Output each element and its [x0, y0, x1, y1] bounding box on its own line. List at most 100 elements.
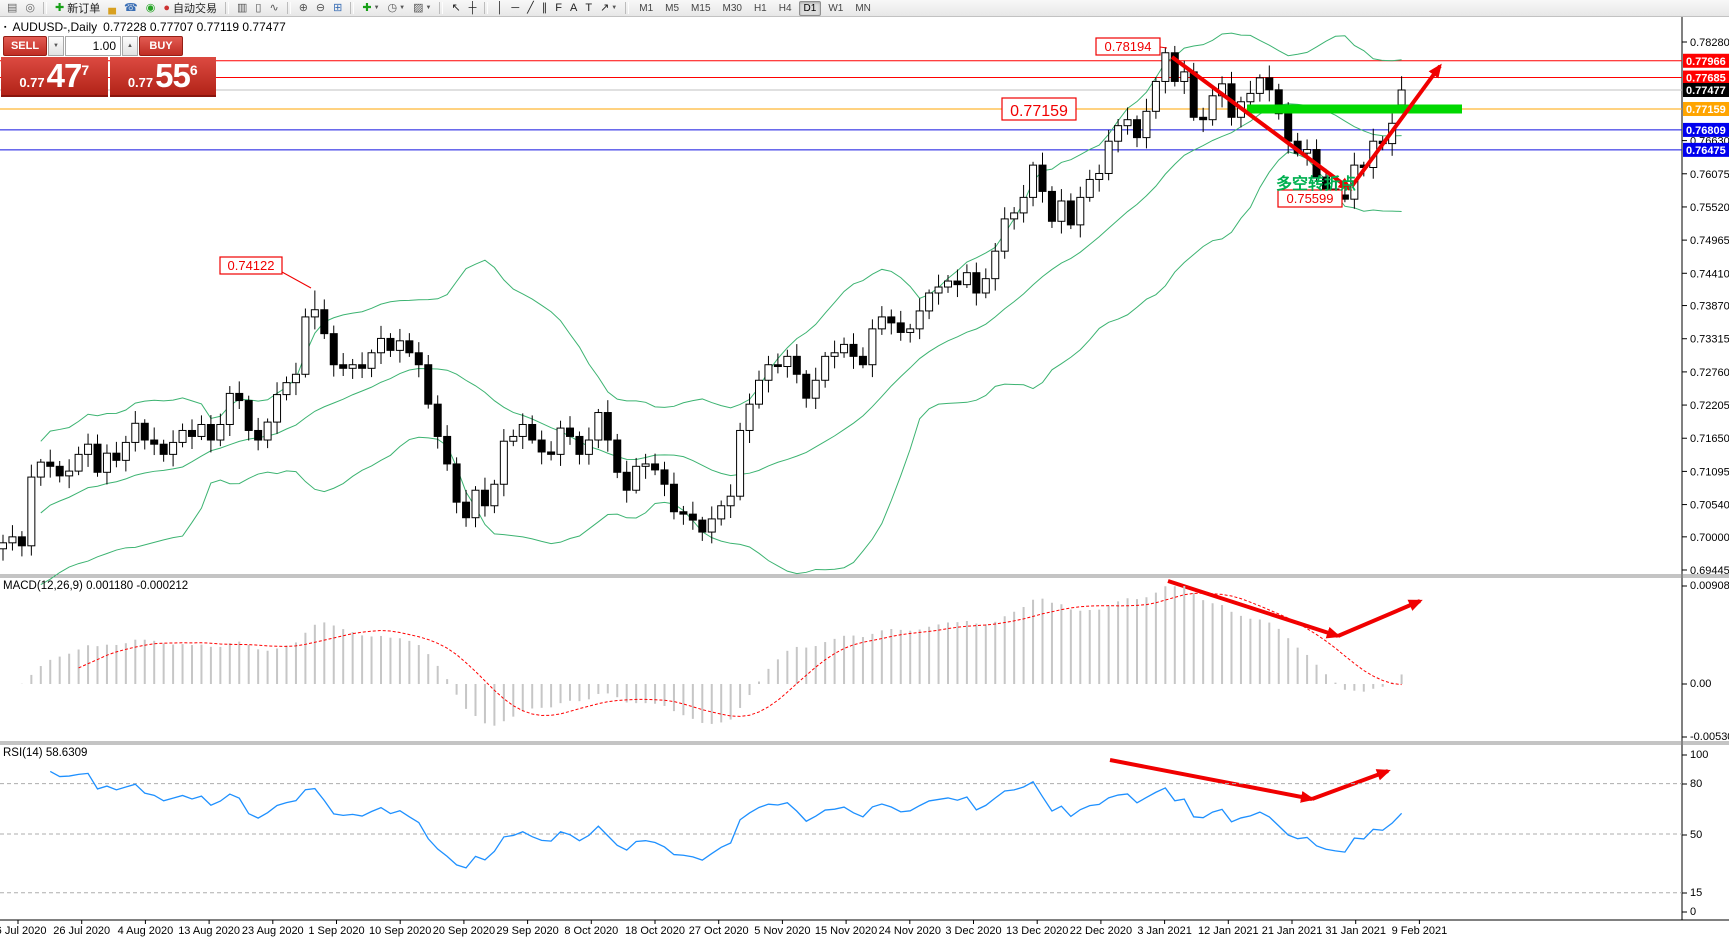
svg-text:0.71095: 0.71095 — [1690, 466, 1729, 478]
volume-up-button[interactable]: ▲ — [122, 36, 138, 56]
rsi-line — [49, 770, 1403, 869]
timeframe-m1[interactable]: M1 — [639, 2, 654, 14]
svg-text:0.72760: 0.72760 — [1690, 367, 1729, 379]
bar-chart-icon[interactable]: ▥ — [234, 1, 250, 16]
text-icon: A — [569, 1, 578, 14]
trend-arrow-macd-0[interactable] — [1167, 579, 1341, 639]
arrows-button[interactable]: ↗ ▼ — [597, 1, 620, 16]
annotations[interactable]: 0.74122 0.78194 0.75599 0.77159 多空转折点 — [219, 37, 1462, 803]
trend-arrow-main-1[interactable] — [1350, 63, 1442, 188]
label-icon[interactable]: T — [582, 1, 595, 16]
trend-arrow-macd-1[interactable] — [1337, 599, 1423, 638]
svg-text:0: 0 — [1690, 906, 1696, 918]
vertical-line-icon[interactable]: │ — [493, 1, 506, 16]
svg-text:23 Aug 2020: 23 Aug 2020 — [242, 925, 304, 937]
svg-text:20 Sep 2020: 20 Sep 2020 — [433, 925, 495, 937]
svg-text:15 Nov 2020: 15 Nov 2020 — [815, 925, 877, 937]
buy-button[interactable]: BUY — [139, 36, 183, 56]
sell-price-main: 47 — [46, 57, 83, 94]
svg-text:100: 100 — [1690, 749, 1708, 761]
crosshair-icon[interactable]: ┼ — [466, 1, 480, 16]
price-badge-0.77159 — [1683, 101, 1729, 116]
templates-button[interactable]: ▨ ▼ — [410, 1, 434, 16]
price-label-box-0.74122[interactable] — [219, 256, 283, 275]
buy-price-button[interactable]: 0.77 55 6 — [109, 57, 216, 97]
templates-button: ▨ — [413, 1, 424, 14]
deposit-icon[interactable]: ▄ — [105, 1, 119, 16]
timeframe-h1[interactable]: H1 — [753, 2, 767, 14]
support-icon[interactable]: ◉ — [143, 1, 159, 16]
indicators-button[interactable]: ✚ ▼ — [359, 1, 382, 16]
svg-text:16 Jul 2020: 16 Jul 2020 — [0, 925, 46, 937]
sell-button[interactable]: SELL — [3, 36, 47, 56]
periods-button[interactable]: ◷ ▼ — [385, 1, 409, 16]
tile-windows-icon[interactable]: ⊞ — [330, 1, 345, 16]
volume-down-button[interactable]: ▼ — [48, 36, 64, 56]
sell-price-button[interactable]: 0.77 47 7 — [1, 57, 108, 97]
timeframe-m5[interactable]: M5 — [665, 2, 680, 14]
svg-text:0.71650: 0.71650 — [1690, 433, 1729, 445]
trend-arrow-rsi-0[interactable] — [1109, 758, 1315, 803]
autotrading-button: ● — [163, 1, 170, 14]
new-order-button[interactable]: ✚ 新订单 — [52, 1, 103, 16]
svg-text:0.74122: 0.74122 — [228, 258, 275, 273]
candle-chart-icon[interactable]: ▯ — [252, 1, 264, 16]
autotrading-button-label: 自动交易 — [173, 3, 217, 15]
cn-note-text[interactable]: 多空转折点 — [1276, 174, 1356, 193]
zoom-in-icon[interactable]: ⊕ — [296, 1, 311, 16]
svg-text:3 Dec 2020: 3 Dec 2020 — [945, 925, 1001, 937]
zoom-out-icon[interactable]: ⊖ — [313, 1, 328, 16]
svg-text:8 Oct 2020: 8 Oct 2020 — [564, 925, 618, 937]
svg-text:0.00: 0.00 — [1690, 678, 1711, 690]
zoom-out-icon: ⊖ — [315, 1, 326, 14]
line-chart-icon[interactable]: ∿ — [266, 1, 281, 16]
cursor-icon[interactable]: ↖ — [448, 1, 463, 16]
cursor-icon: ↖ — [451, 1, 461, 14]
zoom-in-icon: ⊕ — [298, 1, 308, 14]
horizontal-line-icon[interactable]: ─ — [508, 1, 522, 16]
charts-icon: ▤ — [7, 1, 18, 14]
macd-signal-line — [78, 592, 1402, 717]
trend-arrow-rsi-1[interactable] — [1311, 769, 1391, 801]
svg-text:0.77966: 0.77966 — [1686, 56, 1726, 68]
rsi-label: RSI(14) 58.6309 — [3, 747, 87, 759]
price-label-box-0.75599[interactable] — [1277, 189, 1343, 208]
price-label-box-0.78194[interactable] — [1095, 37, 1161, 56]
channel-icon[interactable]: ∥ — [539, 1, 551, 16]
volume-input[interactable] — [65, 36, 121, 56]
timeframe-h4[interactable]: H4 — [778, 2, 792, 14]
text-icon[interactable]: A — [567, 1, 580, 16]
trendline-icon[interactable]: ╱ — [524, 1, 537, 16]
svg-text:27 Oct 2020: 27 Oct 2020 — [689, 925, 749, 937]
bar-chart-icon: ▥ — [237, 1, 248, 14]
toolbar-separator — [350, 2, 355, 14]
toolbar-separator — [484, 2, 489, 14]
rsi-pane: 100 80 50 15 0 RSI(14) 58.6309 — [0, 747, 1708, 918]
contacts-icon: ☎ — [124, 1, 138, 14]
autotrading-button[interactable]: ● 自动交易 — [160, 1, 220, 16]
svg-text:0.78280: 0.78280 — [1690, 37, 1729, 49]
price-axis: 0.782800.766300.760750.755200.749650.744… — [1682, 37, 1729, 577]
svg-text:50: 50 — [1690, 829, 1702, 841]
chart-title-bar: ▪ AUDUSD-,Daily 0.77228 0.77707 0.77119 … — [4, 20, 286, 34]
support-zone-band[interactable] — [1247, 104, 1462, 114]
svg-text:29 Sep 2020: 29 Sep 2020 — [496, 925, 558, 937]
trend-arrow-main-0[interactable] — [1170, 55, 1353, 191]
time-axis: 16 Jul 2020 26 Jul 2020 4 Aug 2020 13 Aug 2… — [0, 920, 1447, 937]
fibonacci-icon[interactable]: F — [552, 1, 565, 16]
svg-text:21 Jan 2021: 21 Jan 2021 — [1262, 925, 1323, 937]
timeframe-w1[interactable]: W1 — [828, 2, 844, 14]
contacts-icon[interactable]: ☎ — [121, 1, 141, 16]
svg-text:26 Jul 2020: 26 Jul 2020 — [53, 925, 110, 937]
support-icon: ◉ — [145, 1, 156, 14]
timeframe-m30[interactable]: M30 — [722, 2, 742, 14]
price-badge-0.77477 — [1683, 82, 1729, 97]
chevron-down-icon: ▼ — [611, 5, 618, 11]
vertical-line-icon: │ — [496, 1, 504, 14]
search-icon[interactable]: ◎ — [22, 1, 38, 16]
charts-icon[interactable]: ▤ — [4, 1, 20, 16]
timeframe-m15[interactable]: M15 — [691, 2, 711, 14]
timeframe-d1[interactable]: D1 — [798, 0, 822, 16]
timeframe-mn[interactable]: MN — [855, 2, 871, 14]
price-label-box-0.77159[interactable] — [1001, 97, 1077, 121]
